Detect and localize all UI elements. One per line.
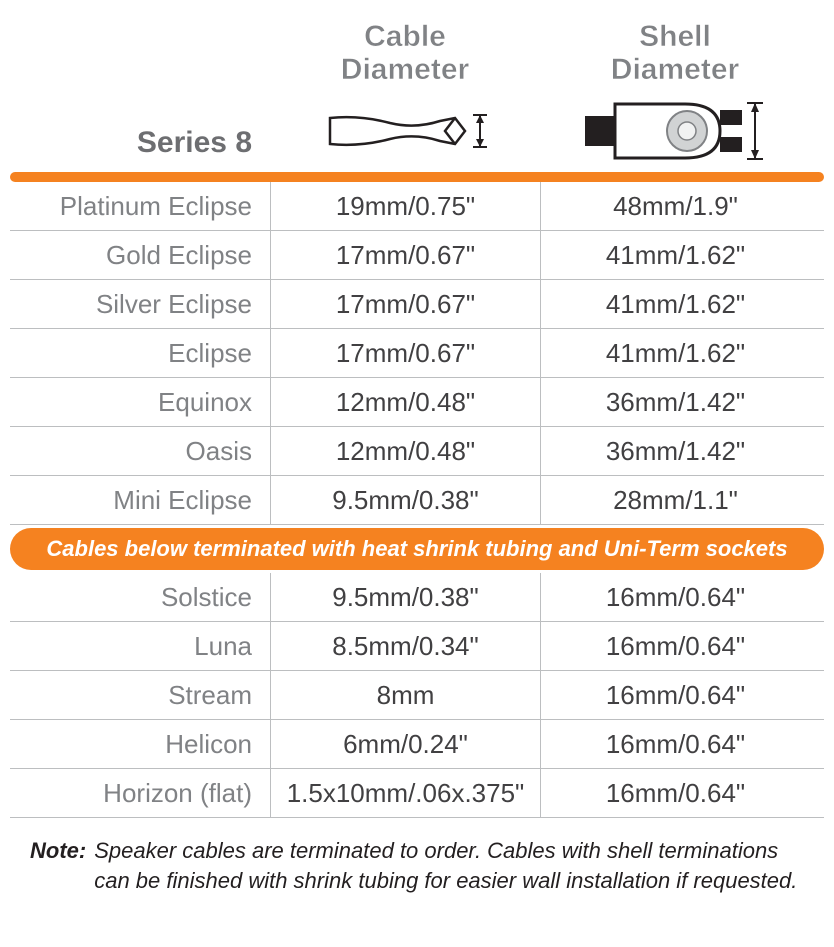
col2-line2: Diameter bbox=[611, 53, 739, 86]
shell-diameter-value: 16mm/0.64" bbox=[540, 769, 810, 817]
header-col-cable: Cable Diameter bbox=[270, 20, 540, 170]
header-col-shell: Shell Diameter bbox=[540, 20, 810, 170]
cable-diameter-value: 19mm/0.75" bbox=[270, 182, 540, 230]
product-name: Mini Eclipse bbox=[10, 485, 270, 516]
shell-diameter-value: 16mm/0.64" bbox=[540, 671, 810, 719]
group2-rows: Solstice9.5mm/0.38"16mm/0.64"Luna8.5mm/0… bbox=[10, 573, 824, 818]
cable-diameter-icon bbox=[315, 96, 495, 166]
table-row: Platinum Eclipse19mm/0.75"48mm/1.9" bbox=[10, 182, 824, 231]
divider-band: Cables below terminated with heat shrink… bbox=[10, 528, 824, 570]
divider-text: Cables below terminated with heat shrink… bbox=[46, 536, 787, 562]
product-name: Horizon (flat) bbox=[10, 778, 270, 809]
table-row: Luna8.5mm/0.34"16mm/0.64" bbox=[10, 622, 824, 671]
shell-diameter-value: 41mm/1.62" bbox=[540, 280, 810, 328]
col-title-shell: Shell Diameter bbox=[611, 20, 739, 86]
table-row: Solstice9.5mm/0.38"16mm/0.64" bbox=[10, 573, 824, 622]
product-name: Eclipse bbox=[10, 338, 270, 369]
shell-diameter-value: 48mm/1.9" bbox=[540, 182, 810, 230]
col1-line2: Diameter bbox=[341, 53, 469, 86]
col2-line1: Shell bbox=[639, 20, 711, 53]
table-row: Eclipse17mm/0.67"41mm/1.62" bbox=[10, 329, 824, 378]
product-name: Oasis bbox=[10, 436, 270, 467]
table-row: Horizon (flat)1.5x10mm/.06x.375"16mm/0.6… bbox=[10, 769, 824, 818]
header-series-cell: Series 8 bbox=[10, 126, 270, 170]
product-name: Luna bbox=[10, 631, 270, 662]
shell-diameter-value: 41mm/1.62" bbox=[540, 231, 810, 279]
shell-diameter-icon bbox=[575, 96, 775, 166]
table-row: Oasis12mm/0.48"36mm/1.42" bbox=[10, 427, 824, 476]
spec-table: Series 8 Cable Diameter Sh bbox=[10, 20, 824, 895]
table-row: Helicon6mm/0.24"16mm/0.64" bbox=[10, 720, 824, 769]
cable-diameter-value: 12mm/0.48" bbox=[270, 427, 540, 475]
shell-diameter-value: 16mm/0.64" bbox=[540, 573, 810, 621]
product-name: Platinum Eclipse bbox=[10, 191, 270, 222]
cable-diameter-value: 1.5x10mm/.06x.375" bbox=[270, 769, 540, 817]
table-header: Series 8 Cable Diameter Sh bbox=[10, 20, 824, 170]
table-row: Mini Eclipse9.5mm/0.38"28mm/1.1" bbox=[10, 476, 824, 525]
shell-diameter-value: 36mm/1.42" bbox=[540, 378, 810, 426]
product-name: Solstice bbox=[10, 582, 270, 613]
col1-line1: Cable bbox=[364, 20, 446, 53]
cable-diameter-value: 8mm bbox=[270, 671, 540, 719]
table-row: Gold Eclipse17mm/0.67"41mm/1.62" bbox=[10, 231, 824, 280]
cable-diameter-value: 12mm/0.48" bbox=[270, 378, 540, 426]
cable-diameter-value: 8.5mm/0.34" bbox=[270, 622, 540, 670]
note-label: Note: bbox=[30, 836, 94, 895]
table-row: Stream8mm16mm/0.64" bbox=[10, 671, 824, 720]
product-name: Stream bbox=[10, 680, 270, 711]
note-text: Speaker cables are terminated to order. … bbox=[94, 836, 804, 895]
product-name: Silver Eclipse bbox=[10, 289, 270, 320]
note: Note: Speaker cables are terminated to o… bbox=[10, 836, 824, 895]
cable-diameter-value: 17mm/0.67" bbox=[270, 280, 540, 328]
group1-rows: Platinum Eclipse19mm/0.75"48mm/1.9"Gold … bbox=[10, 182, 824, 525]
cable-diameter-value: 6mm/0.24" bbox=[270, 720, 540, 768]
shell-diameter-value: 16mm/0.64" bbox=[540, 622, 810, 670]
product-name: Gold Eclipse bbox=[10, 240, 270, 271]
cable-diameter-value: 17mm/0.67" bbox=[270, 329, 540, 377]
shell-diameter-value: 36mm/1.42" bbox=[540, 427, 810, 475]
shell-diameter-value: 16mm/0.64" bbox=[540, 720, 810, 768]
shell-diameter-value: 41mm/1.62" bbox=[540, 329, 810, 377]
table-row: Equinox12mm/0.48"36mm/1.42" bbox=[10, 378, 824, 427]
product-name: Helicon bbox=[10, 729, 270, 760]
shell-diameter-value: 28mm/1.1" bbox=[540, 476, 810, 524]
series-label: Series 8 bbox=[10, 126, 252, 160]
cable-diameter-value: 9.5mm/0.38" bbox=[270, 476, 540, 524]
col-title-cable: Cable Diameter bbox=[341, 20, 469, 86]
cable-diameter-value: 17mm/0.67" bbox=[270, 231, 540, 279]
cable-diameter-value: 9.5mm/0.38" bbox=[270, 573, 540, 621]
table-row: Silver Eclipse17mm/0.67"41mm/1.62" bbox=[10, 280, 824, 329]
product-name: Equinox bbox=[10, 387, 270, 418]
orange-divider-top bbox=[10, 172, 824, 182]
